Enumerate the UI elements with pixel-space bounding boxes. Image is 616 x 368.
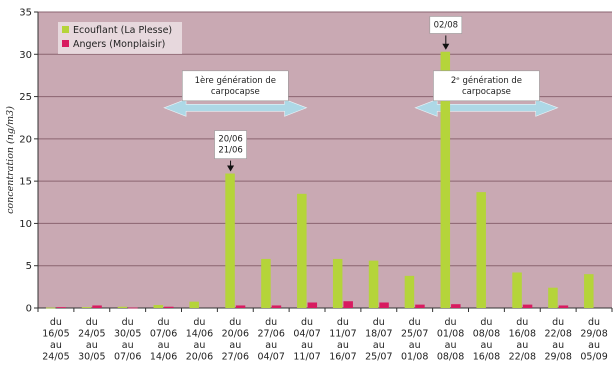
bar-ecouflant <box>512 272 522 308</box>
bar-ecouflant <box>476 192 486 308</box>
x-category-label: du 30/05 au 07/06 <box>114 317 141 363</box>
generation-label-box <box>182 70 289 102</box>
y-axis-label: concentration (ng/m3) <box>5 106 16 214</box>
generation-label: 1ère génération de carpocapse <box>195 75 276 97</box>
x-category-label: du 11/07 au 16/07 <box>329 317 356 363</box>
date-arrow-head <box>227 165 235 172</box>
bar-angers <box>451 304 461 308</box>
x-category-label: du 27/06 au 04/07 <box>257 317 284 363</box>
bar-angers <box>522 304 533 308</box>
bar-ecouflant <box>153 305 164 308</box>
bar-ecouflant <box>225 173 235 308</box>
date-label-box <box>429 16 463 34</box>
y-tick-label: 20 <box>19 134 32 145</box>
y-tick-label: 5 <box>26 261 32 272</box>
bar-angers <box>164 306 174 308</box>
bar-angers <box>379 302 389 308</box>
bar-ecouflant <box>440 51 451 309</box>
date-arrow-head <box>442 43 450 50</box>
y-tick-label: 30 <box>19 50 32 61</box>
bar-angers <box>343 301 353 308</box>
x-category-label: du 08/08 au 16/08 <box>473 317 500 363</box>
x-category-label: du 16/05 au 24/05 <box>42 317 69 363</box>
x-category-label: du 18/07 au 25/07 <box>365 317 392 363</box>
x-category-label: du 16/08 au 22/08 <box>509 317 536 363</box>
legend-label: Angers (Monplaisir) <box>73 39 165 50</box>
bar-ecouflant <box>332 258 343 308</box>
x-category-label: du 07/06 au 14/06 <box>150 317 177 363</box>
legend: Ecouflant (La Plesse) Angers (Monplaisir) <box>58 22 182 54</box>
date-label: 02/08 <box>434 20 459 30</box>
legend-swatch <box>62 40 69 47</box>
bar-ecouflant <box>297 193 307 308</box>
y-tick-label: 35 <box>19 8 32 19</box>
y-tick-label: 10 <box>19 219 32 230</box>
y-tick-label: 25 <box>19 92 32 103</box>
gridlines <box>38 11 612 309</box>
x-category-label: du 01/08 au 08/08 <box>437 317 464 363</box>
bar-ecouflant <box>261 258 271 308</box>
bar-angers <box>92 305 102 308</box>
bar-ecouflant <box>189 301 199 308</box>
bar-ecouflant <box>404 275 415 308</box>
x-axis-categories: du 16/05 au 24/05 du 24/05 au 30/05 du 30/05 au 07/… <box>37 308 613 363</box>
date-label-box <box>214 130 247 159</box>
y-tick-label: 15 <box>19 177 32 188</box>
bar-ecouflant <box>45 307 56 309</box>
x-category-label: du 25/07 au 01/08 <box>401 317 428 363</box>
legend-box <box>58 22 182 54</box>
x-category-label: du 24/05 au 30/05 <box>78 317 105 363</box>
bar-ecouflant <box>548 287 558 308</box>
bar-angers <box>415 304 425 308</box>
date-label: 20/06 21/06 <box>218 135 243 156</box>
bar-angers <box>271 305 282 308</box>
bar-ecouflant <box>117 306 128 308</box>
legend-label: Ecouflant (La Plesse) <box>73 25 172 36</box>
x-category-label: du 22/08 au 29/08 <box>544 317 571 363</box>
generation-label-box <box>433 70 540 102</box>
legend-swatch <box>62 26 69 33</box>
x-category-label: du 29/08 au 05/09 <box>580 317 607 363</box>
bar-ecouflant <box>368 260 379 308</box>
bar-angers <box>128 307 138 309</box>
bar-angers <box>235 305 246 308</box>
generation-double-arrow <box>163 98 308 117</box>
y-tick-label: 0 <box>26 304 32 315</box>
bar-angers <box>56 307 66 308</box>
x-category-label: du 14/06 au 20/06 <box>186 317 213 363</box>
x-category-label: du 20/06 au 27/06 <box>222 317 249 363</box>
x-category-label: du 04/07 au 11/07 <box>293 317 320 363</box>
bar-ecouflant <box>81 307 92 308</box>
annotation-labels: 1ère génération de carpocapse 2ᵉ génératio… <box>182 16 540 172</box>
generation-double-arrow <box>414 98 559 117</box>
annotation-arrows <box>163 98 559 117</box>
bar-angers <box>558 305 569 308</box>
bar-ecouflant <box>584 274 594 308</box>
bars <box>45 51 594 309</box>
bar-angers <box>307 302 318 308</box>
plot-area <box>38 12 612 308</box>
generation-label: 2ᵉ génération de carpocapse <box>451 75 522 97</box>
